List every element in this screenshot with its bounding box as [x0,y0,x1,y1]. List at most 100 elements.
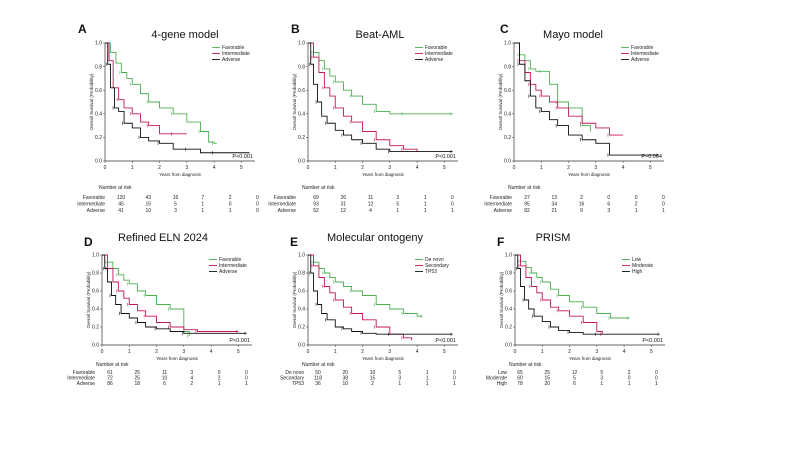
km-curve-favorable [514,42,591,132]
legend-label: Intermediate [631,51,659,57]
risk-count: 0 [607,195,610,201]
legend-label: High [632,269,643,275]
p-value: P=0.004 [641,154,662,160]
x-axis-label: Years from diagnosis [362,172,405,177]
km-curve-adverse [308,42,453,153]
km-curve-secondary [308,254,413,341]
p-value: P<0.001 [642,338,663,344]
risk-row-label: Moderate [486,376,507,382]
risk-count: 3 [607,208,610,214]
y-tick-label: 0.0 [95,159,102,165]
panel-letter: B [291,22,300,36]
legend-label: Adverse [222,57,241,63]
risk-count: 93 [313,202,319,208]
y-tick-label: 0.4 [92,307,99,313]
km-curve-high [515,254,660,335]
x-tick-label: 2 [568,349,571,355]
risk-count: 0 [662,202,665,208]
risk-count: 10 [145,208,151,214]
risk-count: 2 [218,376,221,382]
panel-letter: A [78,22,87,36]
y-tick-label: 0.0 [298,159,305,165]
risk-count: 72 [107,376,113,382]
risk-count: 27 [524,195,530,201]
risk-count: 15 [370,376,376,382]
risk-count: 6 [607,202,610,208]
risk-count: 3 [398,376,401,382]
y-tick-label: 0.8 [92,271,99,277]
x-tick-label: 0 [307,349,310,355]
x-tick-label: 4 [210,349,213,355]
y-tick-label: 0.8 [505,271,512,277]
risk-count: 0 [655,376,658,382]
legend-label: Low [632,257,642,263]
risk-row-label: Adverse [278,208,297,214]
risk-row-label: Intermediate [67,376,95,382]
x-axis-label: Years from diagnosis [362,356,405,361]
risk-row-label: Intermediate [268,202,296,208]
y-tick-label: 0.6 [298,289,305,295]
km-curve-favorable [105,42,217,144]
y-tick-label: 0.0 [505,343,512,349]
x-tick-label: 2 [361,349,364,355]
y-tick-label: 1.0 [504,41,511,47]
panel-title: Mayo model [543,29,603,41]
risk-count: 16 [579,202,585,208]
risk-count: 1 [229,208,232,214]
panel-letter: E [290,235,298,249]
y-tick-label: 1.0 [298,41,305,47]
risk-count: 25 [544,370,550,376]
risk-count: 82 [524,208,530,214]
x-tick-label: 1 [540,165,543,171]
risk-count: 0 [229,202,232,208]
risk-count: 18 [134,381,140,387]
risk-count: 26 [340,195,346,201]
y-tick-label: 0.8 [95,64,102,70]
risk-count: 5 [174,202,177,208]
risk-count: 10 [342,381,348,387]
y-tick-label: 1.0 [505,253,512,259]
risk-count: 11 [162,370,167,376]
risk-count: 1 [451,208,454,214]
x-tick-label: 3 [182,349,185,355]
risk-count: 1 [424,195,427,201]
legend-label: TP53 [425,269,437,275]
risk-count: 1 [424,202,427,208]
risk-count: 12 [572,370,578,376]
risk-count: 38 [342,376,348,382]
legend-label: Adverse [631,57,650,63]
risk-row-label: Adverse [494,208,513,214]
risk-row-label: De novo [285,370,304,376]
risk-count: 21 [551,208,557,214]
risk-count: 1 [600,381,603,387]
risk-count: 1 [453,381,456,387]
x-tick-label: 0 [307,165,310,171]
y-tick-label: 0.2 [298,135,305,141]
x-tick-label: 2 [361,165,364,171]
risk-count: 1 [424,208,427,214]
legend-label: De novo [425,257,444,263]
km-curve-adverse [102,254,247,334]
legend-label: Secondary [425,263,449,269]
risk-row-label: Favorable [73,370,95,376]
risk-count: 15 [544,376,550,382]
risk-count: 1 [396,208,399,214]
y-tick-label: 0.6 [505,289,512,295]
risk-row-label: Secondary [280,376,304,382]
y-tick-label: 0.0 [92,343,99,349]
legend-label: Favorable [425,45,447,51]
risk-count: 0 [256,202,259,208]
risk-count: 6 [573,381,576,387]
risk-count: 0 [655,370,658,376]
risk-row-label: Favorable [274,195,296,201]
x-tick-label: 5 [240,165,243,171]
x-tick-label: 2 [158,165,161,171]
risk-count: 9 [580,208,583,214]
km-curve-intermediate [308,42,418,152]
legend-label: Adverse [219,269,238,275]
risk-row-label: Intermediate [77,202,105,208]
risk-count: 61 [107,370,113,376]
y-tick-label: 0.8 [504,64,511,70]
